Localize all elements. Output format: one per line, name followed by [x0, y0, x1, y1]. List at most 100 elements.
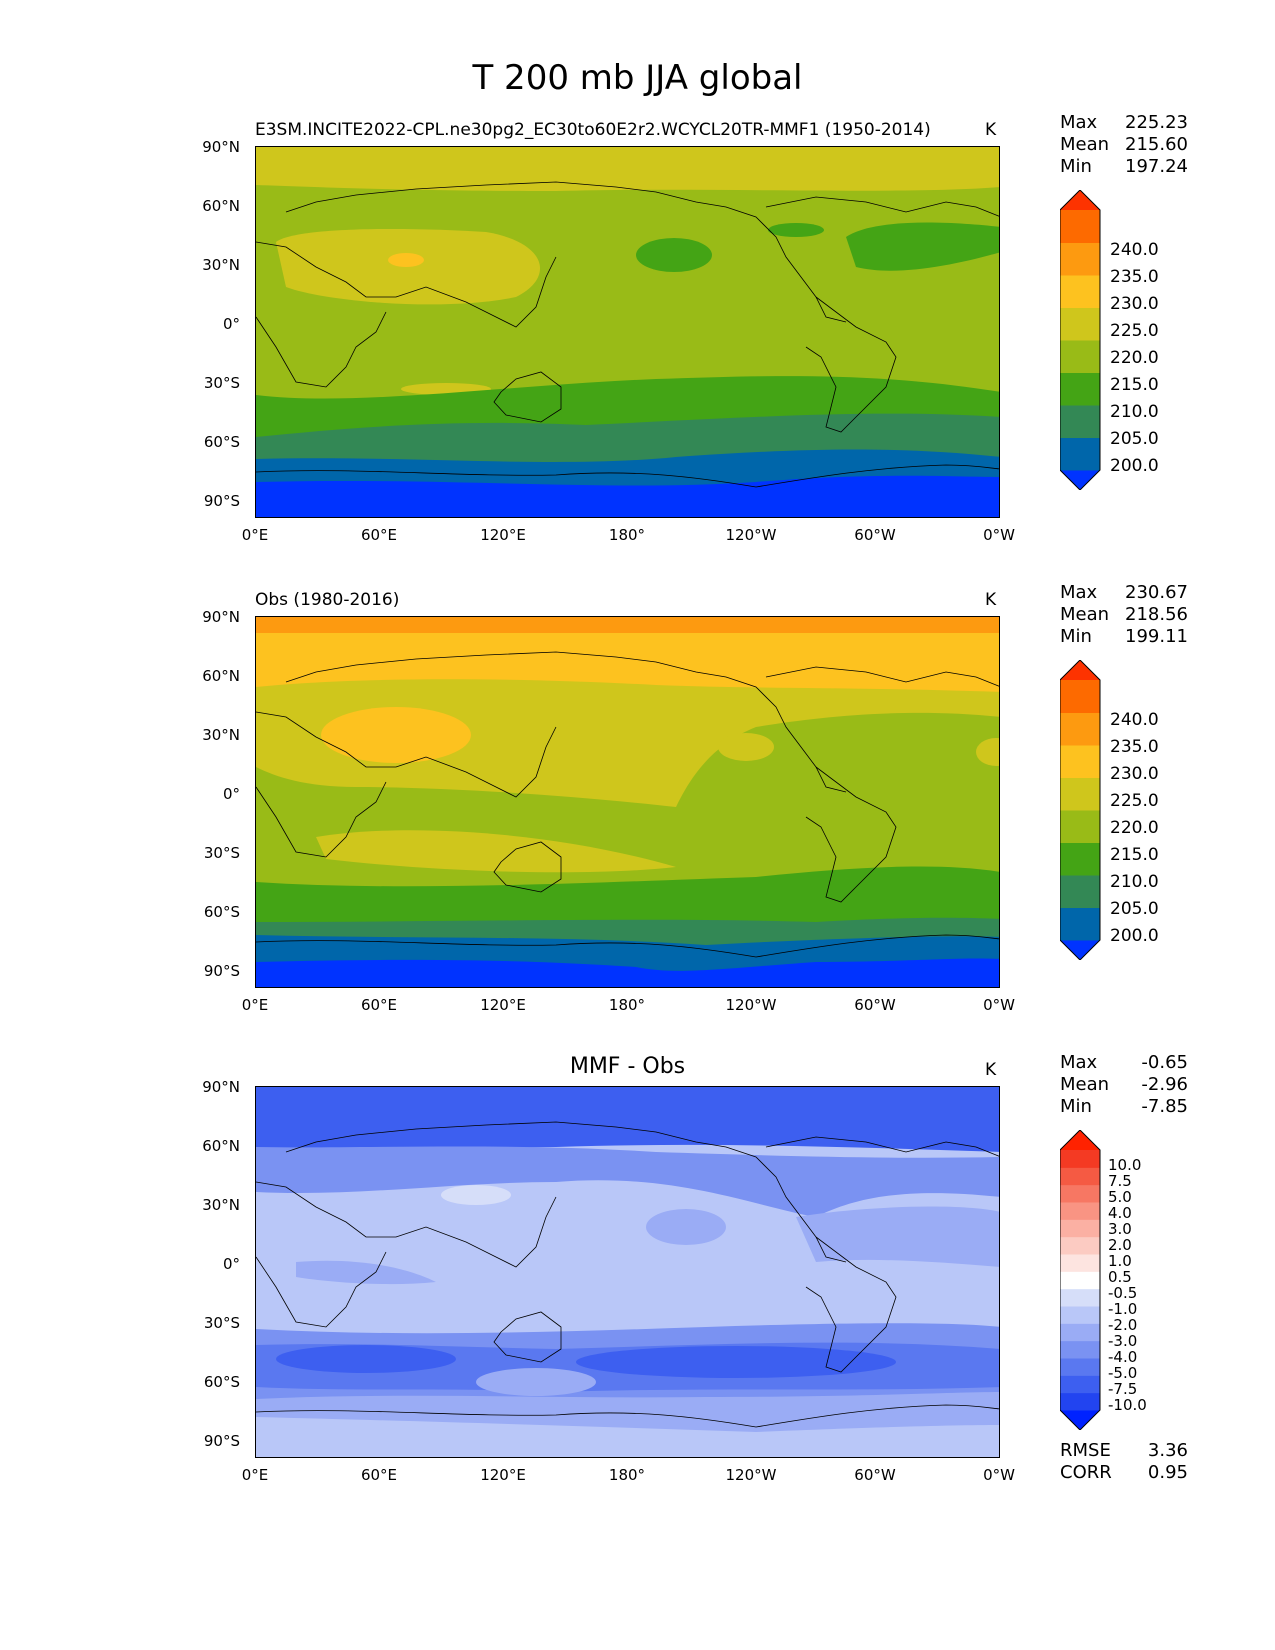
colorbar-tick: 220.0	[1110, 348, 1159, 368]
lon-tick: 180°	[608, 1466, 646, 1484]
colorbar-tick: -0.5	[1108, 1284, 1138, 1302]
colorbar-tick: 0.5	[1108, 1268, 1132, 1286]
lat-tick: 30°S	[203, 844, 240, 862]
lat-tick: 60°N	[202, 667, 240, 685]
colorbar	[1060, 660, 1101, 960]
lon-tick: 0°E	[241, 526, 269, 544]
lat-tick: 0°	[222, 1255, 240, 1273]
stat-label: Min	[1060, 626, 1092, 647]
colorbar-tick: 210.0	[1110, 872, 1159, 892]
colorbar-segment	[1060, 340, 1100, 373]
colorbar-segment	[1060, 1375, 1100, 1394]
lat-tick: 0°	[222, 785, 240, 803]
lat-tick: 60°S	[203, 433, 240, 451]
corr-value: 0.95	[1147, 1462, 1188, 1483]
colorbar-segment	[1060, 307, 1100, 341]
stat-label: Max	[1060, 1052, 1098, 1073]
colorbar-tick: 200.0	[1110, 456, 1159, 476]
colorbar-tick: 210.0	[1110, 402, 1159, 422]
colorbar-tick: -1.0	[1108, 1300, 1138, 1318]
units-label: K	[985, 1060, 997, 1080]
panel-title: E3SM.INCITE2022-CPL.ne30pg2_EC30to60E2r2…	[255, 120, 931, 140]
colorbar-segment	[1060, 1254, 1100, 1272]
colorbar-tick: 5.0	[1108, 1188, 1132, 1206]
stat-mean: -2.96	[1141, 1074, 1188, 1095]
colorbar-segment	[1060, 275, 1100, 308]
lat-tick: 0°	[222, 315, 240, 333]
colorbar-segment	[1060, 680, 1100, 713]
lat-tick: 30°N	[202, 256, 240, 274]
colorbar-tick: 205.0	[1110, 429, 1159, 449]
lon-tick: 120°E	[480, 1466, 526, 1484]
colorbar-tick: 225.0	[1110, 791, 1159, 811]
colorbar-tick: 215.0	[1110, 845, 1159, 865]
colorbar	[1060, 1130, 1101, 1430]
colorbar-outline	[1060, 660, 1101, 960]
lon-tick: 0°E	[241, 996, 269, 1014]
rmse-corr: RMSE 3.36 CORR 0.95	[1060, 1440, 1188, 1484]
lon-tick: 0°W	[983, 526, 1015, 544]
colorbar-tick: -2.0	[1108, 1316, 1138, 1334]
colorbar-tick: 230.0	[1110, 294, 1159, 314]
stat-max: 230.67	[1125, 582, 1188, 603]
panel-title: Obs (1980-2016)	[255, 590, 400, 610]
colorbar-tick: 3.0	[1108, 1220, 1132, 1238]
colorbar-segment	[1060, 745, 1100, 778]
colorbar-segment	[1060, 405, 1100, 438]
colorbar-outline	[1060, 190, 1101, 490]
colorbar-segment	[1060, 660, 1100, 680]
lon-tick: 60°E	[360, 996, 398, 1014]
rmse-value: 3.36	[1147, 1440, 1188, 1461]
colorbar-outline	[1060, 1130, 1101, 1430]
stat-label: Max	[1060, 112, 1098, 133]
colorbar-tick: 235.0	[1110, 267, 1159, 287]
colorbar-segment	[1060, 1288, 1100, 1307]
colorbar-segment	[1060, 842, 1100, 876]
colorbar-tick: -5.0	[1108, 1364, 1138, 1382]
colorbar-tick: 1.0	[1108, 1252, 1132, 1270]
map-model	[255, 146, 1000, 518]
colorbar-segment	[1060, 810, 1100, 843]
colorbar-tick: 7.5	[1108, 1172, 1132, 1190]
lat-tick: 90°N	[202, 138, 240, 156]
colorbar-tick: 235.0	[1110, 737, 1159, 757]
colorbar-tick: -3.0	[1108, 1332, 1138, 1350]
stats-box: Max 225.23 Mean 215.60 Min 197.24	[1060, 112, 1188, 178]
stat-max: 225.23	[1125, 112, 1188, 133]
units-label: K	[985, 120, 997, 140]
stats-box: Max 230.67 Mean 218.56 Min 199.11	[1060, 582, 1188, 648]
colorbar-segment	[1060, 1150, 1100, 1168]
lon-tick: 120°E	[480, 996, 526, 1014]
colorbar-segment	[1060, 437, 1100, 471]
colorbar-tick: 220.0	[1110, 818, 1159, 838]
stat-mean: 215.60	[1125, 134, 1188, 155]
lon-tick: 180°	[608, 996, 646, 1014]
colorbar-segment	[1060, 777, 1100, 811]
figure-title: T 200 mb JJA global	[472, 58, 803, 98]
stat-min: 197.24	[1125, 156, 1188, 177]
lat-tick: 60°S	[203, 1373, 240, 1391]
lat-tick: 90°S	[203, 962, 240, 980]
colorbar-tick: -7.5	[1108, 1380, 1138, 1398]
units-label: K	[985, 590, 997, 610]
colorbar-segment	[1060, 1410, 1100, 1430]
colorbar-tick: -10.0	[1108, 1396, 1147, 1414]
colorbar-tick: 4.0	[1108, 1204, 1132, 1222]
colorbar-segment	[1060, 1236, 1100, 1255]
colorbar-tick: 2.0	[1108, 1236, 1132, 1254]
rmse-label: RMSE	[1060, 1440, 1111, 1461]
colorbar-tick: 200.0	[1110, 926, 1159, 946]
stat-label: Mean	[1060, 604, 1110, 625]
colorbar-segment	[1060, 1340, 1100, 1359]
colorbar-segment	[1060, 1392, 1100, 1411]
lon-tick: 60°W	[854, 526, 896, 544]
panel-title: MMF - Obs	[569, 1054, 686, 1079]
colorbar-tick: 215.0	[1110, 375, 1159, 395]
lon-tick: 60°E	[360, 526, 398, 544]
colorbar-segment	[1060, 210, 1100, 243]
lat-tick: 60°S	[203, 903, 240, 921]
colorbar-segment	[1060, 1130, 1100, 1150]
lon-tick: 60°W	[854, 1466, 896, 1484]
lon-tick: 0°W	[983, 1466, 1015, 1484]
colorbar-segment	[1060, 190, 1100, 210]
